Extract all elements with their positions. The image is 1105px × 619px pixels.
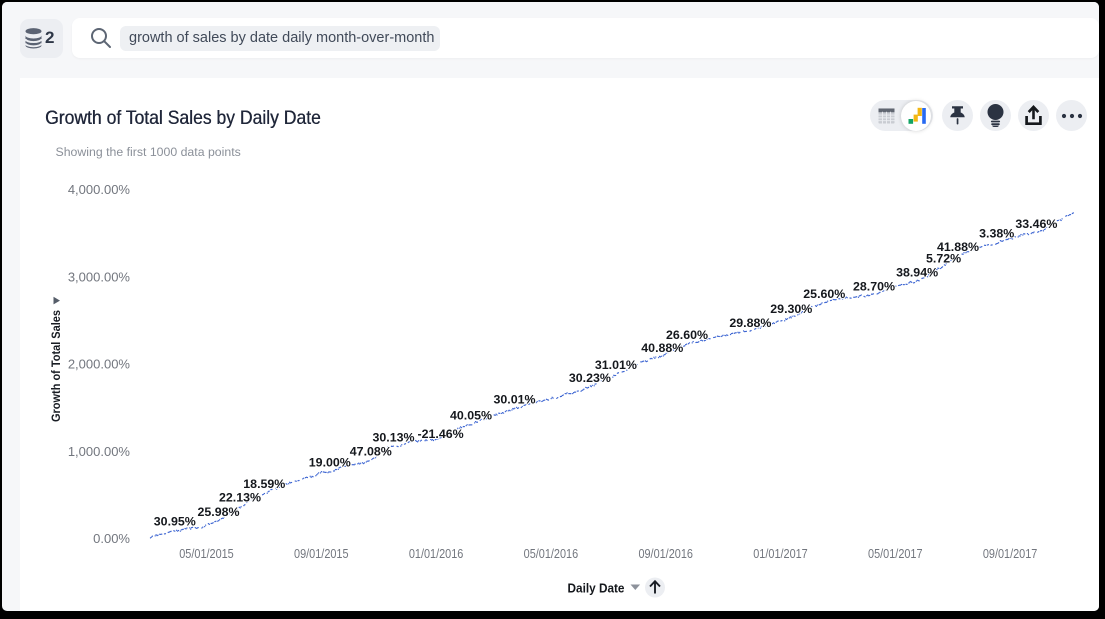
svg-text:29.88%: 29.88%: [729, 316, 771, 330]
svg-text:19.00%: 19.00%: [309, 455, 351, 469]
svg-text:05/01/2016: 05/01/2016: [524, 546, 579, 561]
svg-text:Growth of Total Sales: Growth of Total Sales: [49, 310, 63, 422]
svg-text:3,000.00%: 3,000.00%: [68, 269, 131, 284]
svg-text:26.60%: 26.60%: [666, 328, 708, 342]
svg-text:30.23%: 30.23%: [569, 371, 611, 385]
svg-text:3.38%: 3.38%: [979, 227, 1014, 241]
svg-text:30.13%: 30.13%: [372, 430, 414, 444]
svg-text:05/01/2015: 05/01/2015: [179, 546, 234, 561]
svg-text:40.88%: 40.88%: [641, 341, 683, 355]
svg-text:31.01%: 31.01%: [595, 358, 637, 372]
svg-text:09/01/2016: 09/01/2016: [638, 546, 693, 561]
svg-text:33.46%: 33.46%: [1015, 217, 1057, 231]
svg-text:Daily Date: Daily Date: [568, 581, 625, 596]
svg-text:29.30%: 29.30%: [770, 302, 812, 316]
svg-text:01/01/2016: 01/01/2016: [409, 546, 464, 561]
svg-text:0.00%: 0.00%: [93, 531, 130, 546]
svg-text:25.98%: 25.98%: [197, 505, 239, 519]
svg-text:09/01/2017: 09/01/2017: [983, 546, 1038, 561]
svg-text:09/01/2015: 09/01/2015: [294, 546, 349, 561]
svg-text:5.72%: 5.72%: [926, 252, 961, 266]
svg-text:41.88%: 41.88%: [937, 240, 979, 254]
svg-text:01/01/2017: 01/01/2017: [753, 546, 808, 561]
svg-text:18.59%: 18.59%: [243, 477, 285, 491]
svg-text:28.70%: 28.70%: [853, 280, 895, 294]
svg-text:1,000.00%: 1,000.00%: [68, 444, 131, 459]
svg-text:25.60%: 25.60%: [803, 287, 845, 301]
svg-text:40.05%: 40.05%: [450, 408, 492, 422]
svg-text:30.95%: 30.95%: [154, 515, 196, 529]
svg-text:05/01/2017: 05/01/2017: [868, 546, 923, 561]
svg-text:2,000.00%: 2,000.00%: [68, 357, 131, 372]
svg-text:47.08%: 47.08%: [350, 445, 392, 459]
svg-text:-21.46%: -21.46%: [418, 427, 464, 441]
svg-text:4,000.00%: 4,000.00%: [68, 182, 131, 197]
svg-text:22.13%: 22.13%: [219, 490, 261, 504]
svg-text:38.94%: 38.94%: [896, 266, 938, 280]
svg-text:30.01%: 30.01%: [493, 392, 535, 406]
